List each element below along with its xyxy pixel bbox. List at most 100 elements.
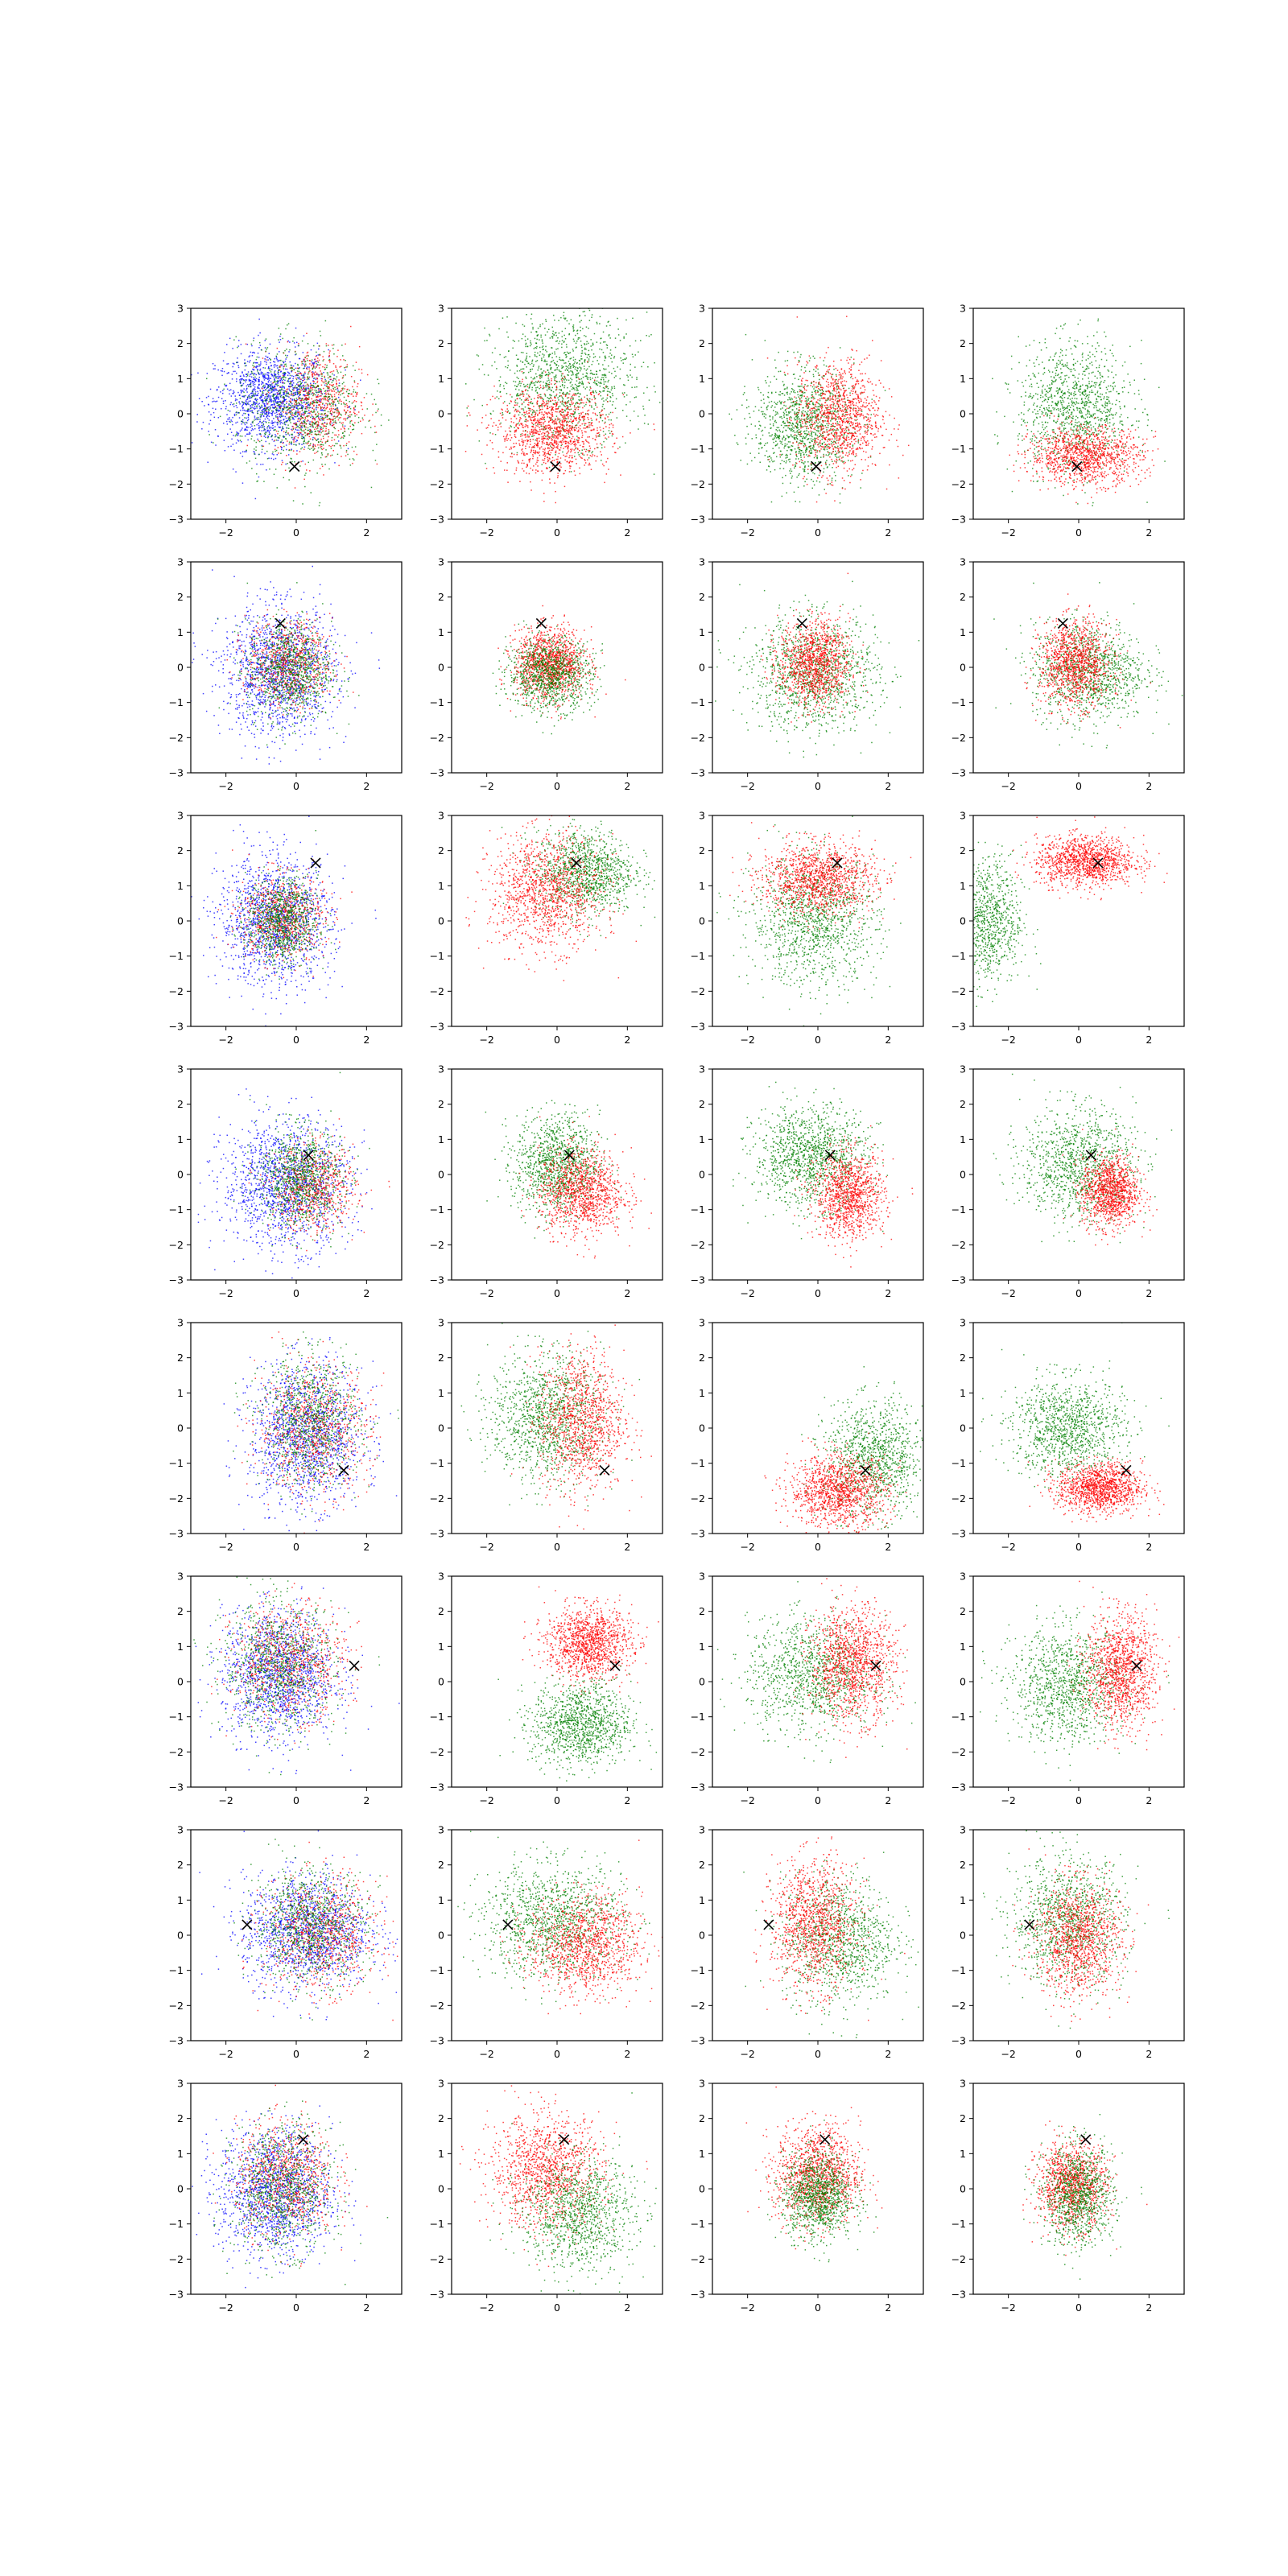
data-point [554,404,555,406]
data-point [289,349,291,351]
data-point [555,374,557,376]
data-point [575,369,576,370]
data-point [252,381,254,382]
data-point [612,393,613,394]
data-point [609,401,611,402]
data-point [259,406,261,407]
data-point [577,423,579,424]
data-point [349,393,350,394]
data-point [255,362,257,364]
data-point [309,421,311,423]
data-point [299,413,301,415]
data-point [358,411,360,413]
data-point [305,390,307,392]
data-point [575,430,576,431]
data-point [502,417,504,419]
data-point [534,348,535,349]
data-point [559,370,561,372]
data-point [349,401,350,402]
data-point [517,452,518,454]
data-point [228,372,229,374]
data-point [590,345,592,347]
data-point [522,324,524,326]
data-point [283,386,285,388]
data-point [551,417,552,419]
data-point [565,378,567,380]
data-point [288,428,290,430]
data-point [548,386,550,388]
data-point [308,441,309,443]
data-point [258,425,260,427]
data-point [522,460,524,462]
data-point [526,314,527,316]
data-point [514,373,516,374]
data-point [262,452,263,453]
data-point [218,397,220,398]
data-point [636,386,638,388]
data-point [230,390,232,391]
data-point [550,365,551,366]
data-point [343,436,345,437]
data-point [542,341,543,342]
data-point [260,363,262,365]
data-point [580,361,581,362]
data-point [284,423,286,425]
data-point [319,354,320,356]
data-point [251,438,253,440]
data-point [283,379,285,381]
data-point [214,368,216,369]
data-point [506,393,508,394]
data-point [312,387,313,389]
data-point [588,343,589,345]
data-point [267,426,269,427]
data-point [600,386,601,387]
data-point [529,386,530,388]
data-point [588,424,590,426]
data-point [276,411,278,412]
data-point [275,451,276,452]
data-point [535,429,537,431]
data-point [248,395,250,397]
data-point [278,431,279,432]
data-point [606,439,608,440]
data-point [254,388,255,390]
data-point [336,435,337,436]
data-point [514,430,516,431]
data-point [482,364,484,365]
data-point [257,370,258,372]
data-point [276,357,278,359]
data-point [297,368,299,369]
data-point [275,388,276,390]
data-point [324,431,326,432]
data-point [299,377,300,378]
data-point [376,431,378,433]
data-point [211,442,213,444]
data-point [247,434,249,436]
data-point [552,337,554,339]
data-point [489,334,490,336]
data-point [608,469,609,470]
data-point [587,361,588,363]
data-point [309,363,311,365]
data-point [279,341,280,343]
data-point [296,394,298,395]
data-point [579,407,580,408]
data-point [297,406,299,407]
data-point [291,407,292,408]
data-point [262,446,263,448]
data-point [582,449,584,451]
data-point [297,365,299,366]
data-point [580,452,582,454]
data-point [530,417,531,419]
data-point [388,419,390,421]
data-point [225,408,227,410]
data-point [307,399,308,401]
data-point [299,389,300,390]
data-point [352,463,353,464]
data-point [562,378,564,380]
data-point [580,473,581,475]
data-point [564,473,565,475]
data-point [287,357,288,358]
data-point [256,374,258,376]
data-point [265,347,266,349]
